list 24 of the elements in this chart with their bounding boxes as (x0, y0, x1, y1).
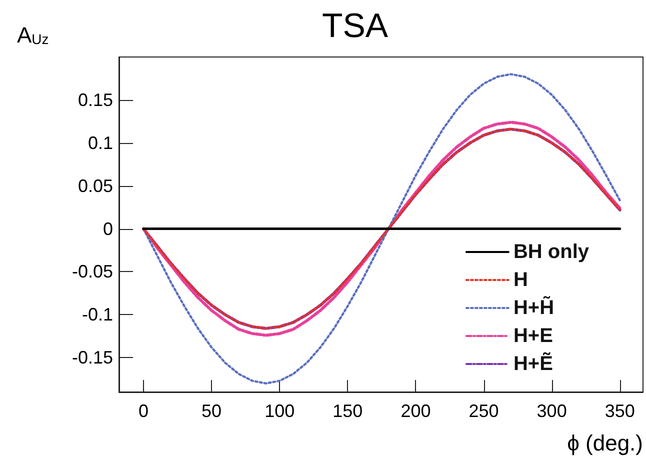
line-series (142, 73, 621, 385)
legend-label: BH only (513, 241, 590, 263)
y-tick-label: 0.15 (78, 90, 113, 110)
x-tick-label: 250 (468, 401, 499, 421)
x-tick-label: 100 (264, 401, 295, 421)
chart-title: TSA (322, 7, 388, 45)
y-tick-label: -0.15 (72, 348, 113, 368)
y-axis-title: AUz (17, 22, 49, 48)
legend-label: H+H̃ (513, 296, 554, 319)
y-tick-label: -0.1 (82, 304, 113, 325)
y-tick-label: 0 (102, 218, 113, 239)
y-tick-label: 0.1 (88, 132, 113, 153)
legend-label: H+Ẽ (513, 352, 553, 375)
x-tick-label: 200 (400, 401, 431, 421)
x-tick-label: 300 (536, 401, 567, 421)
y-tick-label: 0.05 (78, 176, 113, 196)
x-tick-label: 0 (138, 401, 149, 421)
legend-label: H+E (513, 325, 553, 347)
x-tick-label: 150 (332, 401, 363, 421)
y-tick-label: -0.05 (72, 262, 113, 282)
legend-label: H (513, 269, 528, 291)
x-axis-title: ϕ (deg.) (567, 430, 643, 456)
x-tick-label: 350 (604, 401, 635, 421)
x-tick-label: 50 (202, 401, 222, 421)
